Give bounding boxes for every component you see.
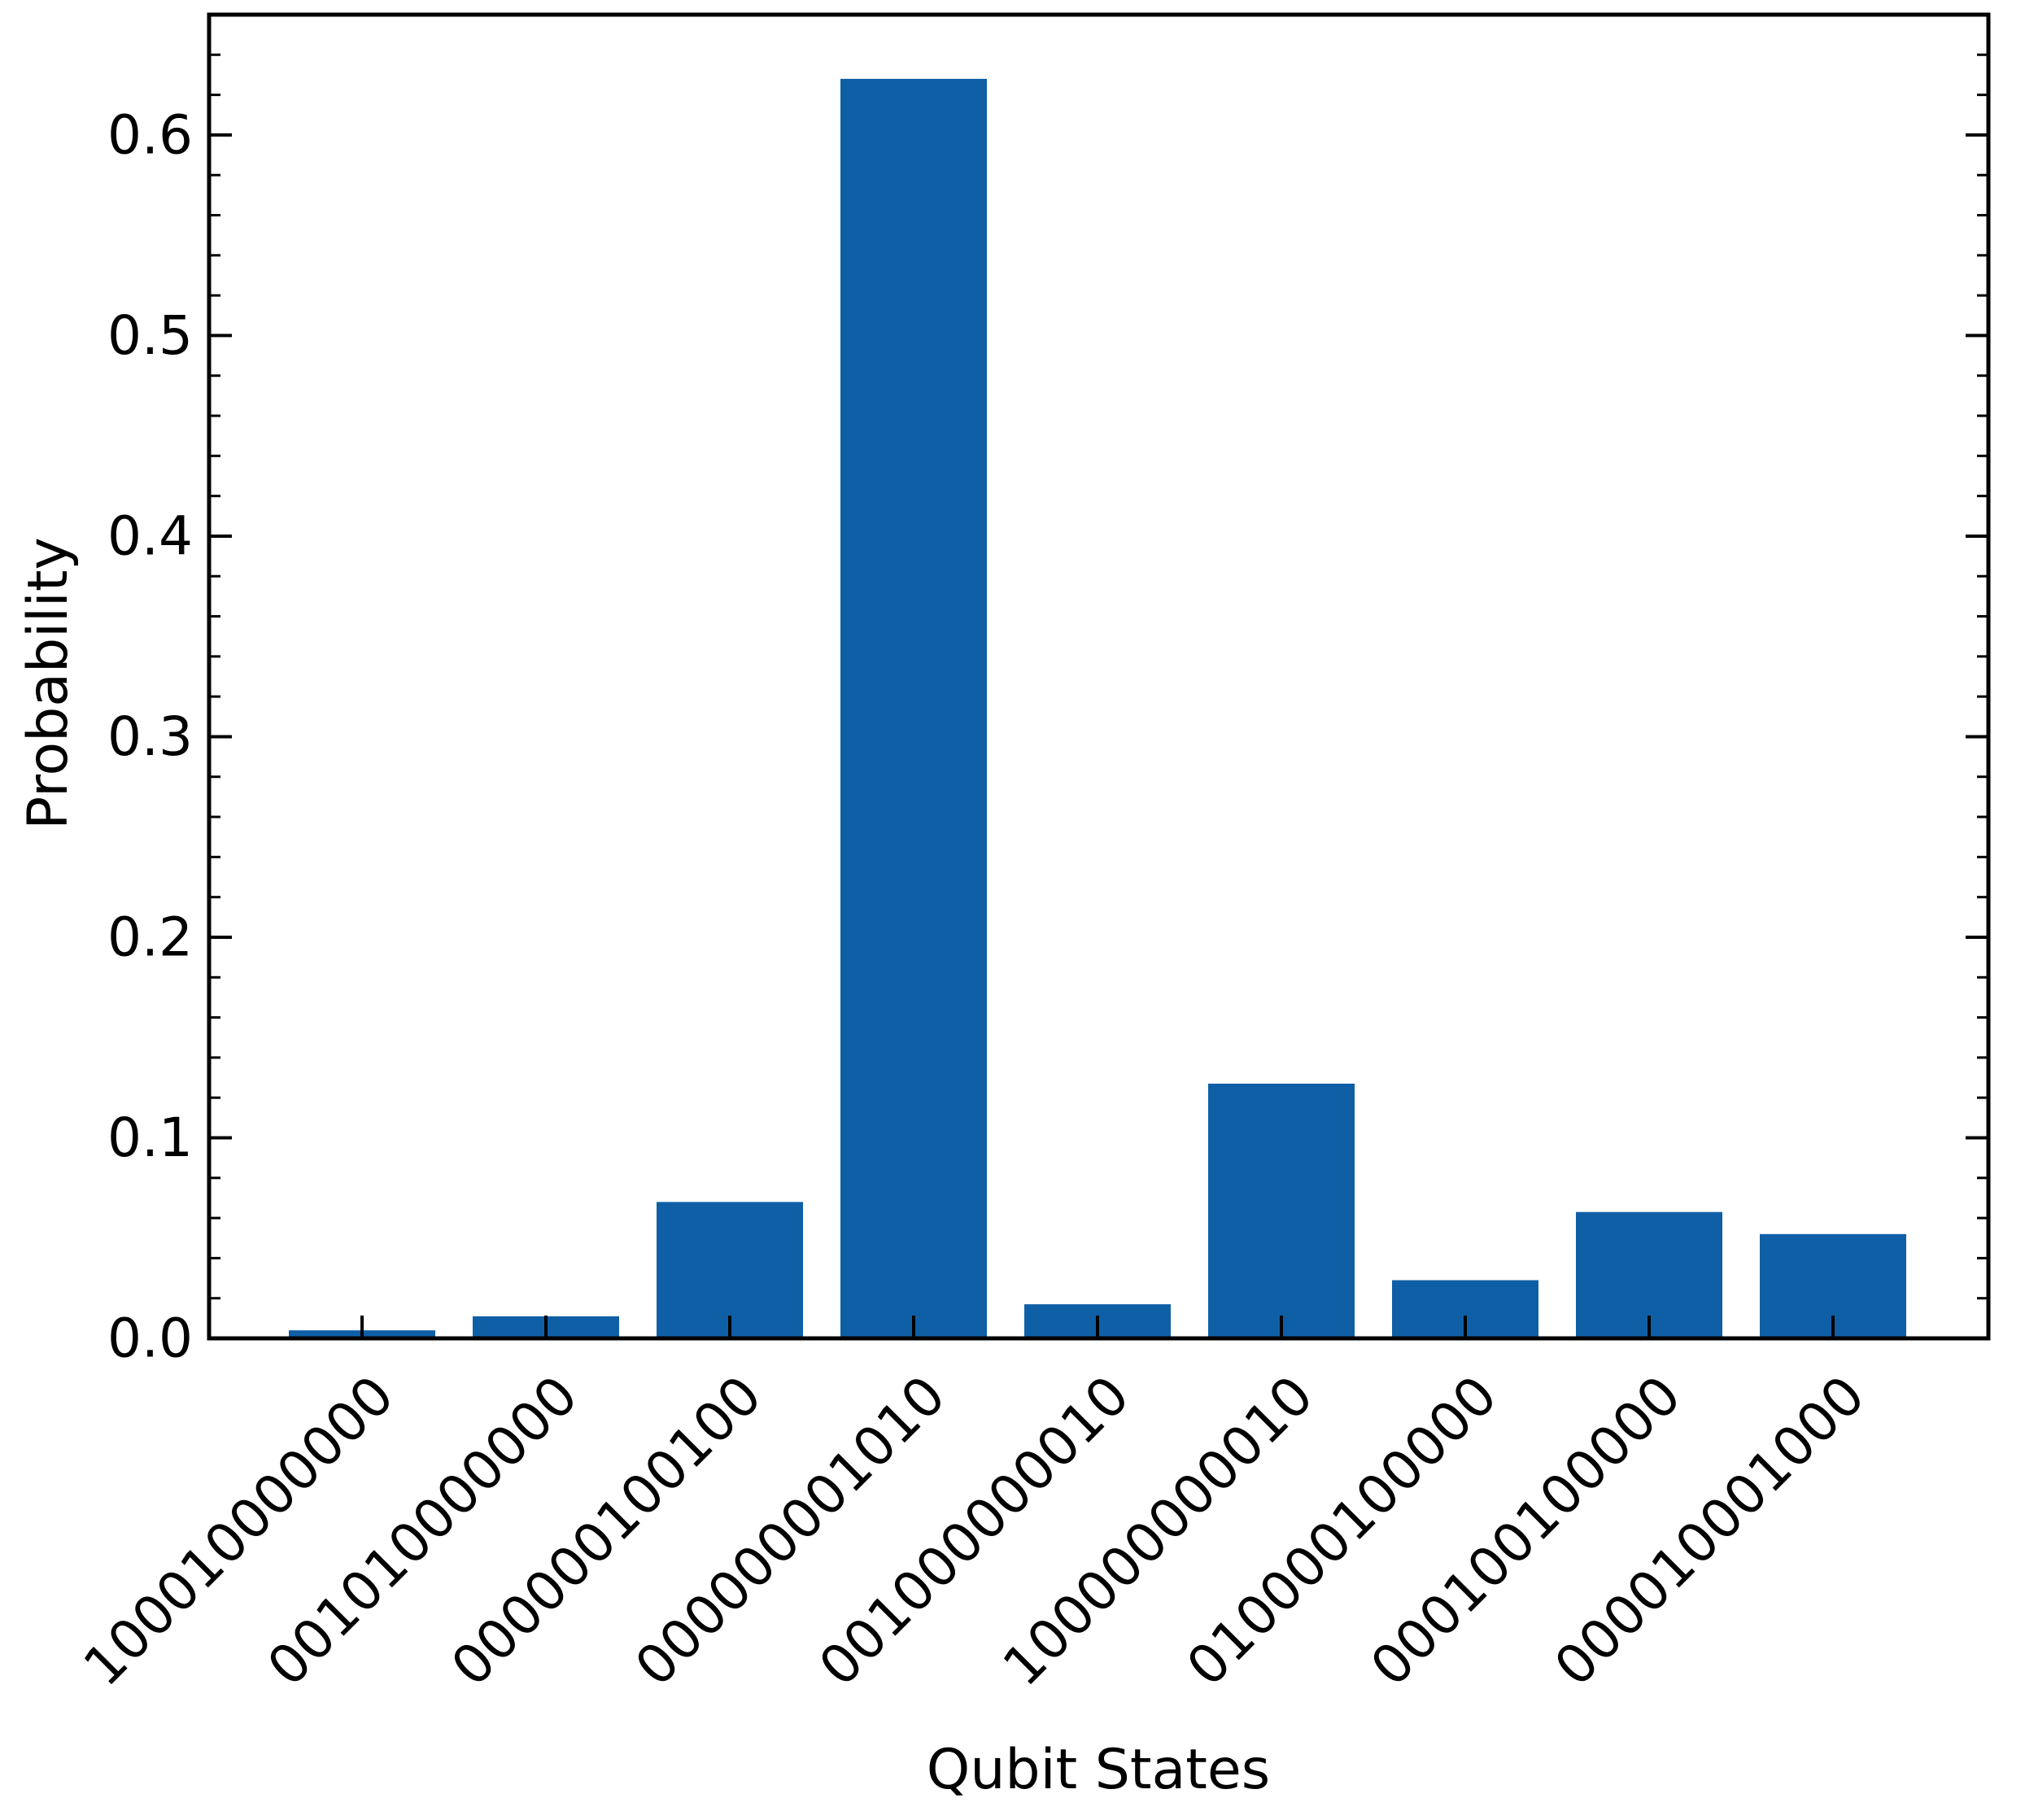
bar-100000000010 xyxy=(1208,1083,1355,1338)
y-tick-label: 0.3 xyxy=(107,705,193,768)
x-tick-label: 000000001010 xyxy=(623,1364,958,1698)
x-tick-label: 100010000000 xyxy=(72,1364,406,1698)
x-axis-title: Qubit States xyxy=(927,1738,1270,1802)
y-tick-label: 0.1 xyxy=(107,1106,193,1169)
y-tick-label: 0.4 xyxy=(107,504,193,567)
y-axis-title: Probability xyxy=(16,537,81,829)
y-ticks-group: 0.0 0.1 0.2 0.3 0.4 0.5 0.6 xyxy=(107,13,1988,1370)
x-tick-label: 000100100000 xyxy=(1359,1364,1693,1698)
plot-frame xyxy=(207,12,1991,1341)
bars-group xyxy=(289,78,1906,1338)
x-ticks-group: 1000100000000010100000000000001001000000… xyxy=(72,1316,1877,1698)
x-tick-label: 010000100000 xyxy=(1175,1364,1509,1698)
y-tick-label: 0.2 xyxy=(107,906,193,968)
x-tick-label: 100000000010 xyxy=(991,1364,1325,1698)
x-tick-label: 001010000000 xyxy=(255,1364,590,1698)
x-tick-label: 000000100100 xyxy=(439,1364,774,1698)
x-tick-label: 001000000010 xyxy=(807,1364,1141,1698)
y-tick-label: 0.5 xyxy=(107,304,193,367)
y-tick-label: 0.6 xyxy=(107,103,193,166)
x-tick-label: 000010001000 xyxy=(1543,1364,1877,1698)
y-tick-label: 0.0 xyxy=(107,1307,193,1370)
bar-000000001010 xyxy=(840,78,987,1338)
